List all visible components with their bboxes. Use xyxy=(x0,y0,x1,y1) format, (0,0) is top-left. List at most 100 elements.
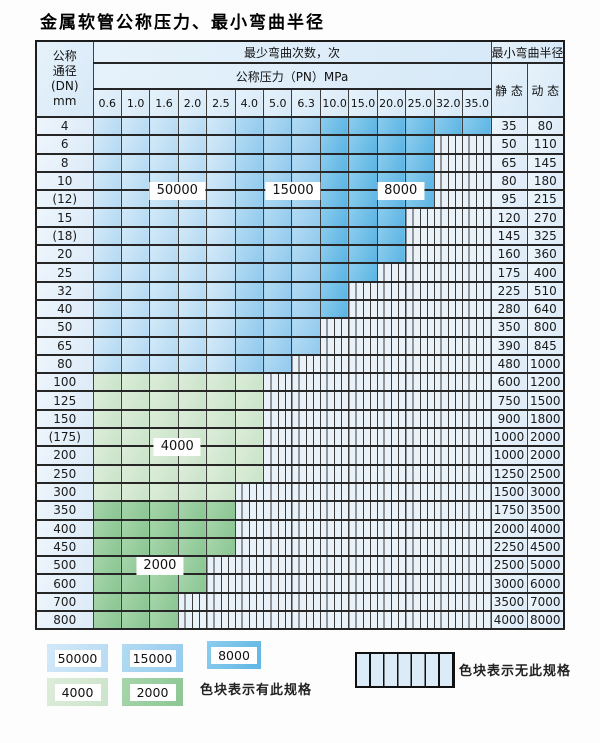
rating-cell-8000 xyxy=(348,226,378,247)
rating-cell-8000 xyxy=(405,153,435,173)
static-radius-cell: 1250 xyxy=(491,464,528,484)
rating-cell-4000 xyxy=(206,391,236,411)
unavailable-cell xyxy=(462,135,492,155)
rating-cell-2000 xyxy=(206,501,236,521)
unavailable-cell xyxy=(405,373,435,393)
dn-cell: 15 xyxy=(36,208,94,228)
rating-cell-50000 xyxy=(178,135,208,155)
unavailable-cell xyxy=(320,592,350,613)
rating-cell-4000 xyxy=(149,373,179,393)
unavailable-cell xyxy=(434,263,463,283)
dynamic-radius-cell: 8000 xyxy=(527,611,565,631)
rating-cell-50000 xyxy=(93,190,122,210)
unavailable-cell xyxy=(405,208,435,228)
unavailable-cell xyxy=(405,428,435,448)
rating-cell-15000 xyxy=(291,281,321,301)
unavailable-cell xyxy=(434,135,463,155)
unavailable-cell xyxy=(320,464,350,484)
unavailable-cell xyxy=(377,537,407,558)
unavailable-cell xyxy=(462,501,492,521)
unavailable-cell xyxy=(377,336,407,356)
static-radius-cell: 750 xyxy=(491,391,528,411)
rating-cell-15000 xyxy=(235,281,265,301)
rating-cell-15000 xyxy=(235,117,265,137)
unavailable-cell xyxy=(348,336,378,356)
rating-cell-15000 xyxy=(263,135,293,155)
rating-cell-8000 xyxy=(348,245,378,265)
unavailable-cell xyxy=(405,263,435,283)
legend: 50000 15000 8000 4000 2000 色块表示无此规格 色块表示… xyxy=(0,636,600,736)
legend-swatch-label: 4000 xyxy=(54,683,101,701)
rating-cell-2000 xyxy=(149,501,179,521)
unavailable-cell xyxy=(206,556,236,576)
rating-cell-50000 xyxy=(149,208,179,228)
rating-zone-label: 8000 xyxy=(377,182,425,201)
unavailable-cell xyxy=(263,611,293,631)
table-row: (175) 1000 2000 xyxy=(36,428,565,448)
dn-cell: 8 xyxy=(36,153,94,173)
rating-cell-50000 xyxy=(206,190,236,210)
rating-cell-15000 xyxy=(235,354,265,375)
rating-cell-50000 xyxy=(93,208,122,228)
rating-cell-4000 xyxy=(206,409,236,430)
unavailable-cell xyxy=(377,299,407,320)
unavailable-cell xyxy=(263,519,293,539)
static-radius-cell: 1500 xyxy=(491,482,528,503)
unavailable-cell xyxy=(434,226,463,247)
rating-cell-2000 xyxy=(93,519,122,539)
unavailable-cell xyxy=(263,556,293,576)
unavailable-cell xyxy=(377,501,407,521)
static-radius-cell: 145 xyxy=(491,226,528,247)
rating-cell-50000 xyxy=(178,263,208,283)
rating-cell-8000 xyxy=(377,245,407,265)
unavailable-cell xyxy=(377,318,407,338)
unavailable-cell xyxy=(462,556,492,576)
rating-cell-2000 xyxy=(178,519,208,539)
unavailable-cell xyxy=(348,592,378,613)
rating-cell-4000 xyxy=(93,373,122,393)
rating-cell-8000 xyxy=(348,153,378,173)
pn-col-header: 2.0 xyxy=(178,89,208,118)
rating-cell-15000 xyxy=(263,117,293,137)
rating-cell-50000 xyxy=(93,226,122,247)
unavailable-cell xyxy=(320,336,350,356)
unavailable-cell xyxy=(348,446,378,466)
rating-cell-50000 xyxy=(206,263,236,283)
table-row: 400 2000 4000 xyxy=(36,519,565,539)
dn-cell: 50 xyxy=(36,318,94,338)
rating-cell-50000 xyxy=(178,354,208,375)
rating-cell-2000 xyxy=(93,592,122,613)
rating-cell-2000 xyxy=(121,592,151,613)
rating-cell-4000 xyxy=(178,464,208,484)
unavailable-cell xyxy=(320,482,350,503)
unavailable-cell xyxy=(462,482,492,503)
rating-cell-2000 xyxy=(121,501,151,521)
unavailable-cell xyxy=(405,245,435,265)
table-row: 125 750 1500 xyxy=(36,391,565,411)
rating-cell-4000 xyxy=(121,428,151,448)
unavailable-cell xyxy=(348,318,378,338)
rating-cell-2000 xyxy=(206,537,236,558)
dynamic-radius-cell: 3500 xyxy=(527,501,565,521)
rating-cell-50000 xyxy=(93,171,122,192)
unavailable-cell xyxy=(462,592,492,613)
unavailable-cell xyxy=(291,391,321,411)
unavailable-cell xyxy=(462,318,492,338)
unavailable-cell xyxy=(320,354,350,375)
rating-cell-8000 xyxy=(320,281,350,301)
unavailable-cell xyxy=(434,391,463,411)
rating-cell-50000 xyxy=(206,318,236,338)
unavailable-cell xyxy=(405,611,435,631)
static-radius-cell: 2000 xyxy=(491,519,528,539)
rating-cell-4000 xyxy=(178,373,208,393)
dn-cell: 600 xyxy=(36,574,94,594)
dn-cell: 450 xyxy=(36,537,94,558)
rating-cell-4000 xyxy=(93,391,122,411)
rating-cell-15000 xyxy=(263,208,293,228)
rating-cell-4000 xyxy=(178,482,208,503)
table-row: 8 65 145 xyxy=(36,153,565,173)
rating-cell-4000 xyxy=(206,482,236,503)
dynamic-radius-cell: 270 xyxy=(527,208,565,228)
unavailable-cell xyxy=(405,318,435,338)
unavailable-cell xyxy=(405,519,435,539)
